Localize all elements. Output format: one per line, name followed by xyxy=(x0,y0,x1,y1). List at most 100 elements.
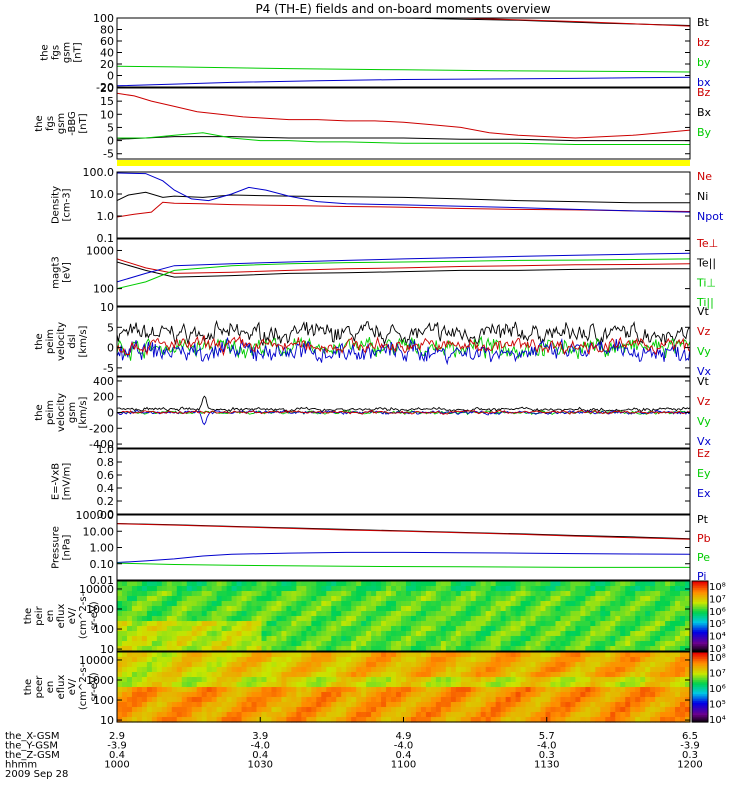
spectrogram-cell xyxy=(146,586,153,592)
spectrogram-cell xyxy=(161,591,168,597)
spectrogram-cell xyxy=(311,682,317,688)
spectrogram-cell xyxy=(196,707,203,713)
spectrogram-cell xyxy=(590,687,596,693)
spectrogram-cell xyxy=(256,652,263,658)
spectrogram-cell xyxy=(410,712,417,718)
spectrogram-cell xyxy=(680,596,686,602)
spectrogram-cell xyxy=(151,707,158,713)
spectrogram-cell xyxy=(326,672,332,678)
spectrogram-cell xyxy=(396,692,402,698)
spectrogram-cell xyxy=(366,626,372,632)
spectrogram-cell xyxy=(490,616,497,622)
spectrogram-cell xyxy=(675,682,681,688)
spectrogram-cell xyxy=(117,621,123,627)
spectrogram-cell xyxy=(306,581,312,587)
spectrogram-cell xyxy=(535,687,542,693)
spectrogram-cell xyxy=(186,707,193,713)
spectrogram-cell xyxy=(391,657,397,663)
spectrogram-cell xyxy=(386,616,392,622)
spectrogram-cell xyxy=(311,636,317,642)
spectrogram-cell xyxy=(281,606,288,612)
spectrogram-cell xyxy=(560,646,567,652)
spectrogram-cell xyxy=(361,596,367,602)
spectrogram-cell xyxy=(231,667,238,673)
spectrogram-cell xyxy=(460,687,467,693)
spectrogram-cell xyxy=(281,596,288,602)
spectrogram-cell xyxy=(640,581,646,587)
spectrogram-cell xyxy=(201,672,208,678)
spectrogram-cell xyxy=(166,586,173,592)
spectrogram-cell xyxy=(231,702,238,708)
spectrogram-cell xyxy=(241,581,248,587)
y-axis-label: (cm^2-s- xyxy=(78,663,89,710)
spectrogram-cell xyxy=(415,717,422,723)
spectrogram-cell xyxy=(655,611,661,617)
spectrogram-cell xyxy=(465,631,472,637)
spectrogram-cell xyxy=(321,667,327,673)
spectrogram-cell xyxy=(570,672,576,678)
spectrogram-cell xyxy=(341,646,347,652)
spectrogram-cell xyxy=(221,682,228,688)
spectrogram-cell xyxy=(685,652,691,658)
legend-label-Vz: Vz xyxy=(697,395,711,408)
spectrogram-cell xyxy=(226,636,233,642)
spectrogram-cell xyxy=(131,611,138,617)
spectrogram-cell xyxy=(146,677,153,683)
spectrogram-cell xyxy=(680,621,686,627)
spectrogram-cell xyxy=(146,616,153,622)
spectrogram-cell xyxy=(136,682,143,688)
spectrogram-cell xyxy=(645,682,651,688)
spectrogram-cell xyxy=(630,636,636,642)
spectrogram-cell xyxy=(505,692,512,698)
spectrogram-cell xyxy=(141,677,148,683)
spectrogram-cell xyxy=(251,702,258,708)
colorbar-cell xyxy=(692,674,708,678)
colorbar-cell xyxy=(692,624,708,628)
spectrogram-cell xyxy=(156,611,163,617)
spectrogram-cell xyxy=(655,687,661,693)
series-Vz xyxy=(116,409,691,415)
spectrogram-cell xyxy=(660,712,666,718)
spectrogram-cell xyxy=(680,631,686,637)
spectrogram-cell xyxy=(590,641,596,647)
spectrogram-cell xyxy=(151,657,158,663)
spectrogram-cell xyxy=(391,646,397,652)
spectrogram-cell xyxy=(231,682,238,688)
spectrogram-cell xyxy=(226,672,233,678)
spectrogram-cell xyxy=(545,657,552,663)
spectrogram-cell xyxy=(430,672,437,678)
spectrogram-cell xyxy=(336,611,342,617)
spectrogram-cell xyxy=(650,631,656,637)
spectrogram-cell xyxy=(181,652,188,658)
legend-label-Ti⊥: Ti⊥ xyxy=(696,276,716,289)
spectrogram-cell xyxy=(570,586,576,592)
spectrogram-cell xyxy=(515,641,522,647)
colorbar-frame xyxy=(691,580,709,652)
spectrogram-cell xyxy=(161,636,168,642)
spectrogram-cell xyxy=(301,672,307,678)
spectrogram-cell xyxy=(475,621,482,627)
spectrogram-cell xyxy=(231,606,238,612)
spectrogram-cell xyxy=(580,692,586,698)
colorbar-cell xyxy=(692,692,708,695)
spectrogram-cell xyxy=(510,657,517,663)
spectrogram-cell xyxy=(286,717,292,723)
spectrogram-cell xyxy=(445,631,452,637)
spectrogram-cell xyxy=(680,657,686,663)
spectrogram-cell xyxy=(261,621,268,627)
spectrogram-cell xyxy=(216,662,223,668)
spectrogram-cell xyxy=(151,646,158,652)
spectrogram-cell xyxy=(396,626,402,632)
spectrogram-cell xyxy=(680,672,686,678)
spectrogram-cell xyxy=(321,697,327,703)
spectrogram-cell xyxy=(236,662,243,668)
spectrogram-cell xyxy=(620,601,626,607)
spectrogram-cell xyxy=(321,601,327,607)
spectrogram-cell xyxy=(550,611,557,617)
spectrogram-cell xyxy=(535,662,542,668)
spectrogram-cell xyxy=(635,606,641,612)
spectrogram-cell xyxy=(281,636,288,642)
spectrogram-cell xyxy=(236,591,243,597)
spectrogram-cell xyxy=(565,621,572,627)
spectrogram-cell xyxy=(286,657,292,663)
